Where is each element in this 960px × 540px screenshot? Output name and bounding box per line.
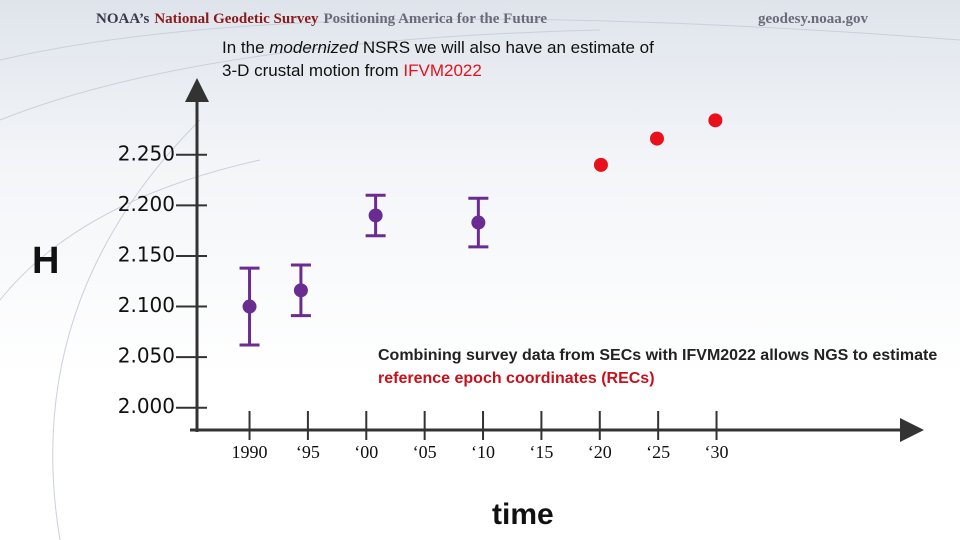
y-tick-label: 2.100 bbox=[118, 293, 175, 317]
y-tick-label: 2.200 bbox=[118, 192, 175, 216]
y-tick-label: 2.250 bbox=[118, 141, 175, 165]
title-text: NSRS we will also have an estimate of bbox=[358, 38, 654, 57]
data-point bbox=[649, 131, 664, 146]
data-point bbox=[293, 283, 308, 298]
x-axis-label: time bbox=[492, 498, 554, 531]
x-tick-label: ‘25 bbox=[646, 442, 670, 462]
y-tick-label: 2.000 bbox=[118, 394, 175, 418]
x-tick-label: ‘20 bbox=[588, 442, 612, 462]
title-text: In the bbox=[222, 38, 270, 57]
title-text: IFVM2022 bbox=[403, 61, 482, 80]
x-tick-label: ‘15 bbox=[529, 442, 553, 462]
data-point bbox=[242, 299, 257, 314]
header-text: NOAA’s bbox=[96, 11, 150, 27]
chart-title: In the modernized NSRS we will also have… bbox=[222, 36, 654, 82]
y-axis-label: H bbox=[32, 240, 60, 282]
title-text: 3-D crustal motion from bbox=[222, 61, 404, 80]
x-tick-label: 1990 bbox=[232, 442, 268, 462]
header: NOAA’s National Geodetic Survey Positionin… bbox=[96, 11, 552, 28]
data-point bbox=[471, 215, 486, 230]
x-tick-label: ‘10 bbox=[471, 442, 495, 462]
data-point bbox=[593, 157, 608, 172]
header-text: Positioning America for the Future bbox=[323, 11, 548, 27]
header-text: National Geodetic Survey bbox=[154, 11, 319, 27]
annotation-text: reference epoch coordinates (RECs) bbox=[378, 370, 655, 387]
y-tick-label: 2.050 bbox=[118, 344, 175, 368]
annotation-text: Combining survey data from SECs with IFV… bbox=[378, 347, 938, 364]
x-tick-label: ‘00 bbox=[354, 442, 378, 462]
data-point bbox=[708, 113, 723, 128]
x-tick-label: ‘95 bbox=[296, 442, 320, 462]
title-line: 3-D crustal motion from IFVM2022 bbox=[222, 59, 654, 82]
y-tick-label: 2.150 bbox=[118, 242, 175, 266]
annotation: Combining survey data from SECs with IFV… bbox=[378, 344, 938, 390]
data-point bbox=[368, 208, 383, 223]
header-url: geodesy.noaa.gov bbox=[757, 11, 868, 27]
x-tick-label: ‘05 bbox=[413, 442, 437, 462]
title-line: In the modernized NSRS we will also have… bbox=[222, 36, 654, 59]
title-text: modernized bbox=[269, 38, 359, 57]
background-curves bbox=[0, 18, 960, 540]
x-tick-label: ‘30 bbox=[705, 442, 729, 462]
